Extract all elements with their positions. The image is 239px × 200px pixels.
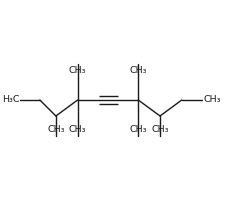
Text: CH₃: CH₃ (130, 125, 147, 134)
Text: CH₃: CH₃ (204, 96, 221, 104)
Text: CH₃: CH₃ (151, 125, 169, 134)
Text: CH₃: CH₃ (69, 66, 86, 75)
Text: CH₃: CH₃ (130, 66, 147, 75)
Text: CH₃: CH₃ (47, 125, 65, 134)
Text: H₃C: H₃C (2, 96, 19, 104)
Text: CH₃: CH₃ (69, 125, 86, 134)
